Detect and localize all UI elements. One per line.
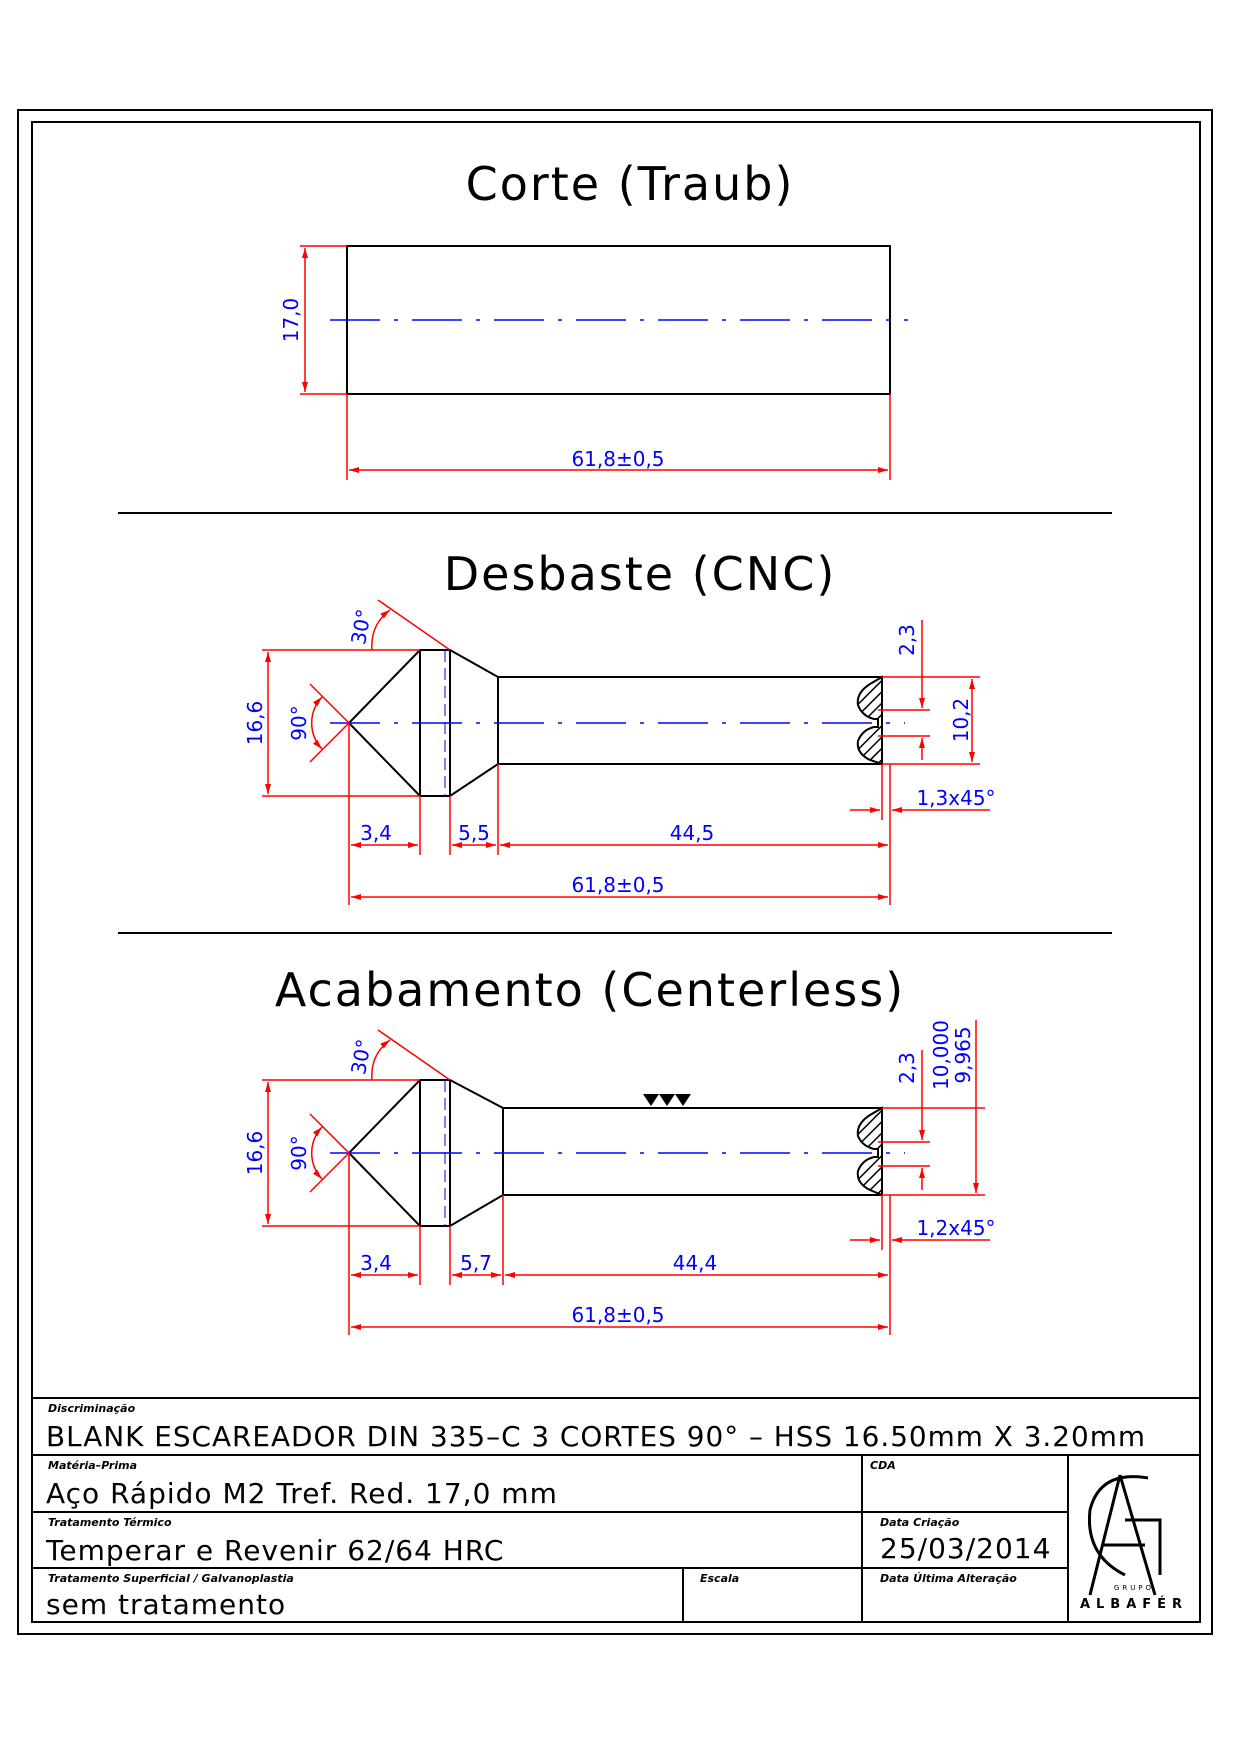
section-title: Desbaste (CNC) — [444, 547, 837, 601]
value-tratamento-superficial: sem tratamento — [46, 1588, 286, 1621]
dim-seg3: 44,4 — [673, 1251, 718, 1275]
dim-tol-min: 9,965 — [951, 1026, 975, 1083]
label-escala: Escala — [700, 1572, 739, 1585]
angle-tip: 90° — [287, 705, 311, 740]
dim-tol-max: 10,000 — [929, 1020, 953, 1090]
title-block: Discriminação BLANK ESCAREADOR DIN 335–C… — [32, 1397, 1200, 1622]
dim-hole-dia: 10,2 — [949, 698, 973, 743]
section-title: Corte (Traub) — [466, 157, 795, 211]
dim-length: 61,8±0,5 — [571, 447, 664, 471]
albafer-logo: GRUPO ALBAFÉR — [1080, 1474, 1188, 1612]
section-desbaste: Desbaste (CNC) 90° 30° 16,6 3,4 5, — [243, 547, 996, 905]
surface-finish-symbol — [643, 1094, 691, 1106]
dim-diameter: 17,0 — [279, 298, 303, 343]
center-hole — [856, 675, 883, 766]
section-acabamento: Acabamento (Centerless) 90° 30° 16,6 3,4… — [243, 963, 996, 1335]
value-data-criacao: 25/03/2014 — [880, 1532, 1051, 1565]
dim-length: 61,8±0,5 — [571, 873, 664, 897]
dim-diameter: 16,6 — [243, 701, 267, 746]
label-tratamento-termico: Tratamento Térmico — [48, 1516, 172, 1529]
label-materia-prima: Matéria–Prima — [48, 1459, 137, 1472]
section-corte: Corte (Traub) 17,0 61,8±0,5 — [279, 157, 908, 480]
dim-seg3: 44,5 — [670, 821, 715, 845]
section-title: Acabamento (Centerless) — [275, 963, 905, 1017]
dim-hole-top: 2,3 — [895, 1052, 919, 1084]
logo-text: ALBAFÉR — [1080, 1596, 1188, 1612]
logo-sub: GRUPO — [1114, 1584, 1154, 1592]
dim-diameter: 16,6 — [243, 1131, 267, 1176]
label-data-alteracao: Data Última Alteração — [880, 1572, 1017, 1585]
dim-hole-top: 2,3 — [895, 624, 919, 656]
center-hole — [856, 1106, 883, 1197]
label-data-criacao: Data Criação — [880, 1516, 960, 1529]
label-tratamento-superficial: Tratamento Superficial / Galvanoplastia — [48, 1572, 294, 1585]
value-materia-prima: Aço Rápido M2 Tref. Red. 17,0 mm — [46, 1477, 558, 1510]
dim-seg1: 3,4 — [360, 821, 392, 845]
angle-tip: 90° — [287, 1135, 311, 1170]
outer-frame — [17, 109, 1213, 1635]
value-discriminacao: BLANK ESCAREADOR DIN 335–C 3 CORTES 90° … — [46, 1420, 1146, 1453]
dim-seg2: 5,5 — [458, 821, 490, 845]
label-cda: CDA — [870, 1459, 896, 1472]
dim-seg2: 5,7 — [460, 1251, 492, 1275]
dim-length: 61,8±0,5 — [571, 1303, 664, 1327]
dim-chamfer: 1,2x45° — [916, 1216, 995, 1240]
label-discriminacao: Discriminação — [48, 1402, 136, 1415]
dim-chamfer: 1,3x45° — [916, 786, 995, 810]
inner-frame — [31, 121, 1201, 1623]
value-tratamento-termico: Temperar e Revenir 62/64 HRC — [45, 1534, 504, 1567]
dim-seg1: 3,4 — [360, 1251, 392, 1275]
